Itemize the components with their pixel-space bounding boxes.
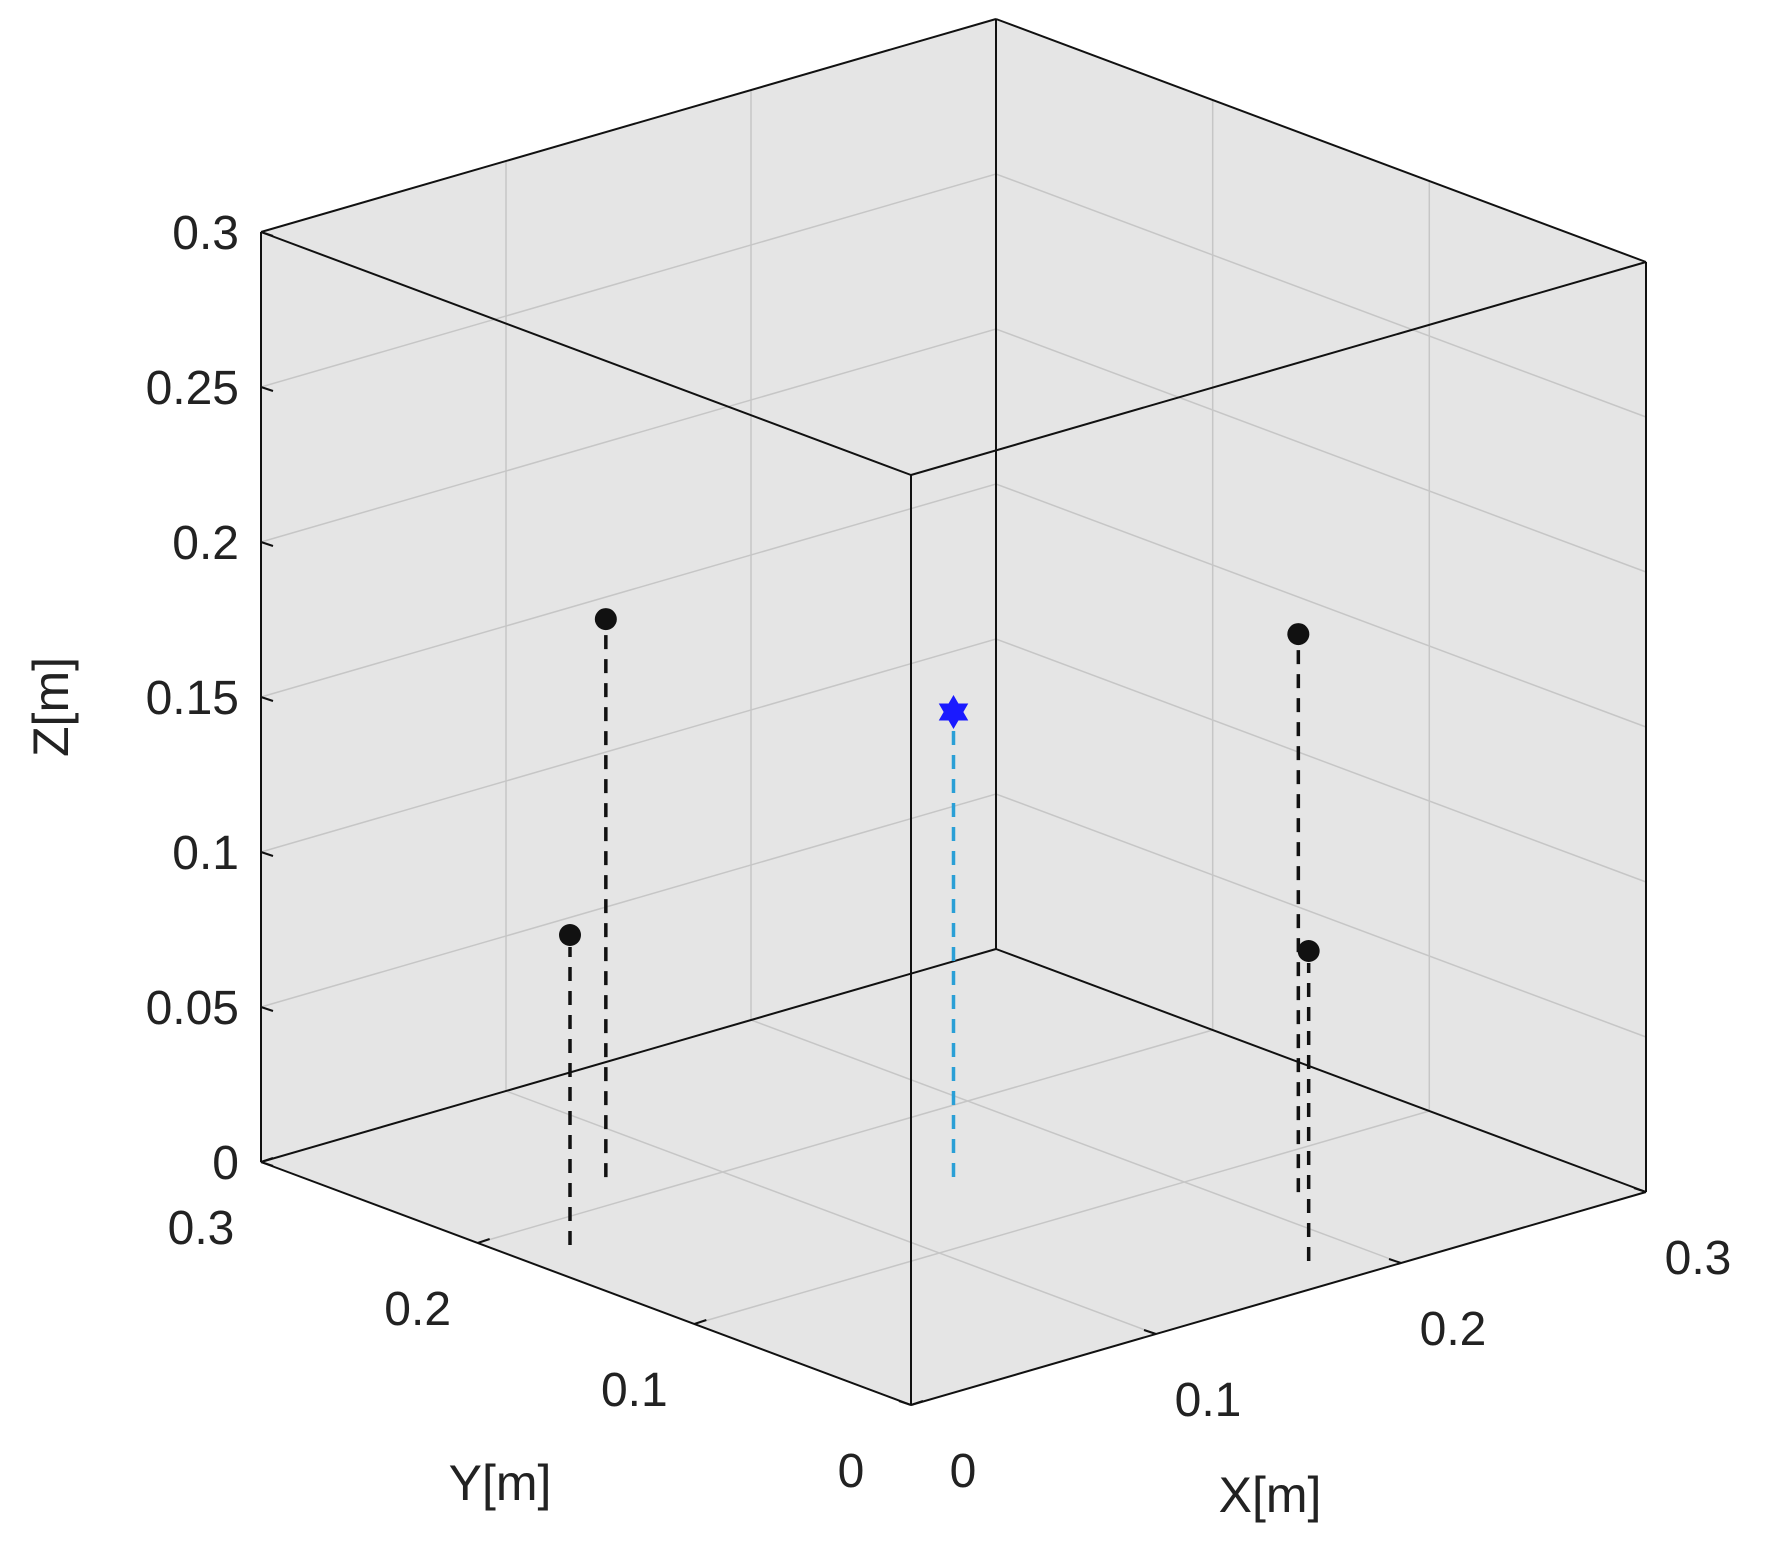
y-tick-label: 0.3: [168, 1202, 235, 1255]
z-tick: [260, 1161, 274, 1167]
z-tick: [260, 1006, 274, 1012]
data-points: [559, 608, 1320, 962]
z-tick-label: 0.3: [172, 207, 239, 260]
tick-marks: [260, 231, 1647, 1406]
y-axis-label: Y[m]: [449, 1455, 552, 1511]
y-tick: [260, 1157, 274, 1163]
y-tick: [694, 1319, 707, 1325]
z-tick-label: 0.2: [172, 517, 239, 570]
point-marker: [594, 608, 617, 631]
box-edge: [260, 18, 997, 233]
box-edge: [995, 948, 1647, 1193]
y-tick-label: 0.2: [384, 1283, 451, 1336]
z-tick: [260, 231, 274, 237]
box-edge: [995, 18, 1647, 263]
x-tick: [1633, 1187, 1647, 1193]
z-tick-label: 0.25: [146, 362, 239, 415]
point-marker: [1297, 940, 1320, 962]
y-tick-label: 0: [838, 1445, 865, 1498]
box-edge: [260, 948, 997, 1163]
box-edge: [260, 231, 912, 476]
point-marker: [559, 924, 581, 946]
box-edge: [260, 1161, 912, 1406]
z-tick: [260, 541, 274, 547]
point-marker: [1287, 623, 1310, 646]
y-tick-label: 0.1: [601, 1364, 668, 1417]
z-tick-label: 0.1: [172, 827, 239, 880]
x-tick-label: 0.1: [1175, 1374, 1242, 1427]
x-tick: [898, 1400, 912, 1406]
z-tick-label: 0.15: [146, 672, 239, 725]
tick-labels: 0 0.1 0.2 0.3 0 0.1 0.2 0.3 0 0.05 0.1 0.15 0.2 0.25 0…: [146, 207, 1732, 1498]
y-tick: [477, 1238, 490, 1244]
y-tick: [910, 1400, 924, 1406]
x-tick: [1388, 1258, 1402, 1264]
x-tick-label: 0.2: [1420, 1303, 1487, 1356]
z-tick: [260, 696, 274, 702]
box-edge: [910, 261, 1647, 476]
z-tick-label: 0: [212, 1137, 239, 1190]
x-axis-label: X[m]: [1219, 1467, 1322, 1523]
stem-lines: [568, 631, 1311, 1261]
x-tick: [1143, 1329, 1157, 1335]
z-tick: [260, 386, 274, 392]
z-tick: [260, 851, 274, 857]
star-marker: [938, 695, 969, 729]
star-marker-triangle: [938, 703, 969, 729]
x-tick-label: 0.3: [1665, 1232, 1732, 1285]
z-tick-label: 0.05: [146, 982, 239, 1035]
box-edge: [910, 1191, 1647, 1406]
x-tick-label: 0: [950, 1445, 977, 1498]
z-axis-label: Z[m]: [23, 657, 79, 757]
